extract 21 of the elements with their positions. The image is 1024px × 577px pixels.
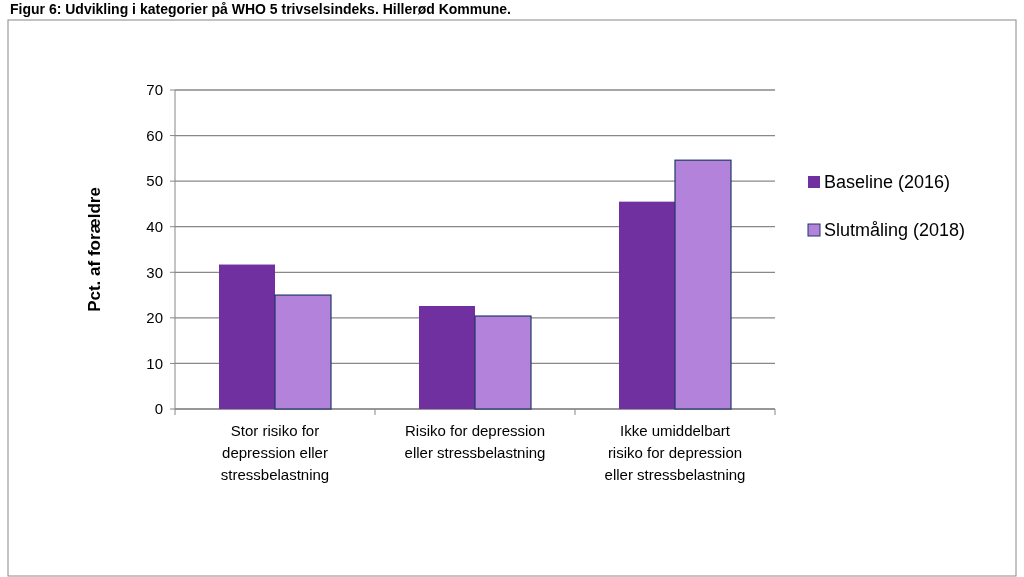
y-tick-label: 30 [146,263,163,281]
bar [219,264,275,409]
y-tick-label: 50 [146,172,163,190]
legend-label: Slutmåling (2018) [824,220,966,241]
x-tick-label: Stor risiko for depression eller stressbelastning [220,422,330,483]
bar [274,294,332,410]
bar [619,201,675,409]
x-tick-label: Ikke umiddelbart risiko for depression eller stressbelastning [604,422,746,483]
y-tick-label: 20 [146,309,163,327]
bar [419,306,475,409]
chart-title: Figur 6: Udvikling i kategorier på WHO 5 trivselsindeks. Hillerød Kommune. [10,1,511,17]
y-tick-label: 0 [154,400,163,418]
y-tick-label: 10 [146,354,163,372]
y-axis-title: Pct. af forældre [85,187,104,312]
bar [674,159,732,410]
x-tick-label: Risiko for depression eller stressbelastning [404,422,546,461]
y-tick-label: 60 [146,126,163,144]
bar [474,315,532,410]
legend-label: Baseline (2016) [824,172,951,193]
y-tick-label: 70 [146,81,163,99]
y-tick-label: 40 [146,217,163,235]
